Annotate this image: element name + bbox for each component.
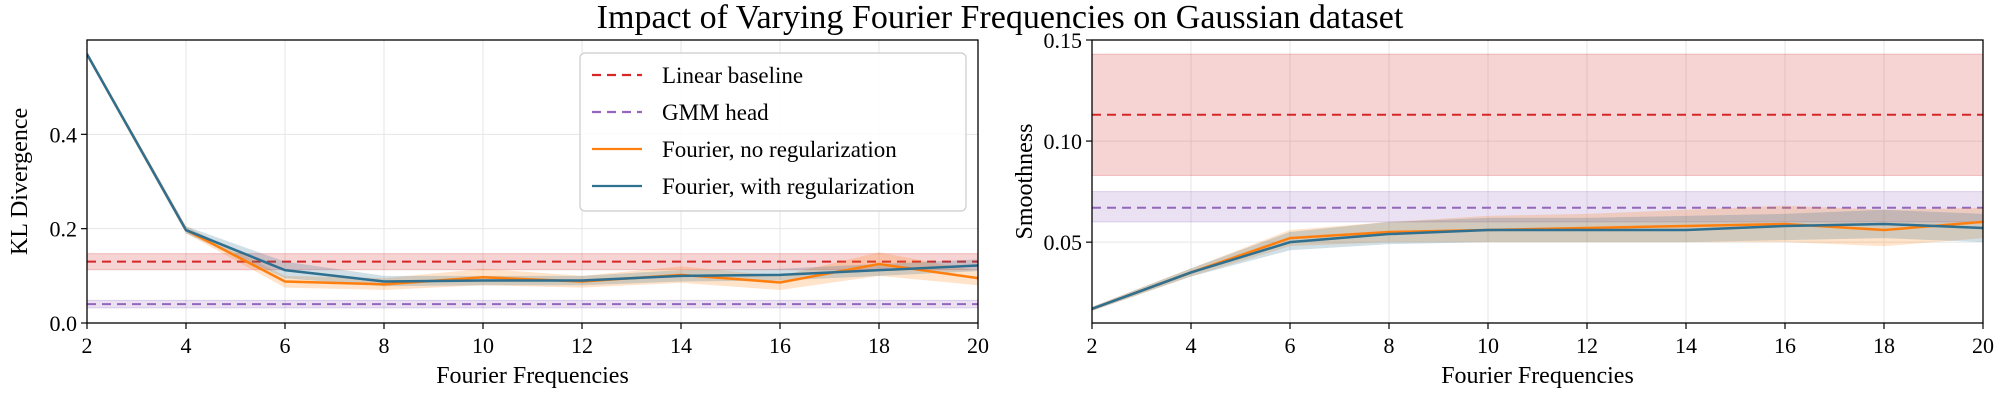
y-axis-label: KL Divergence — [7, 108, 33, 255]
x-tick-label: 6 — [1285, 333, 1296, 358]
y-tick-label: 0.05 — [1044, 230, 1083, 255]
figure-title: Impact of Varying Fourier Frequencies on… — [597, 0, 1404, 36]
fourier-with-regularization-line — [1092, 222, 1983, 311]
x-tick-label: 16 — [769, 333, 791, 358]
plot-area — [1092, 53, 1983, 311]
x-tick-label: 4 — [1186, 333, 1197, 358]
x-tick-label: 18 — [868, 333, 890, 358]
x-tick-label: 20 — [1972, 333, 1994, 358]
y-tick-label: 0.4 — [50, 122, 78, 147]
legend-label: Fourier, with regularization — [662, 174, 915, 199]
x-tick-label: 8 — [1384, 333, 1395, 358]
y-tick-label: 0.15 — [1044, 28, 1083, 53]
fourier-with-regularization-line — [87, 53, 978, 283]
x-tick-label: 8 — [379, 333, 390, 358]
x-tick-label: 10 — [472, 333, 494, 358]
legend-label: Linear baseline — [662, 63, 803, 88]
kl-divergence-panel: 2 4 6 8 10 12 14 16 18 20 0.0 0.2 0.4 Fourier Frequen… — [7, 39, 989, 389]
x-axis-label: Fourier Frequencies — [436, 363, 629, 389]
x-tick-label: 18 — [1873, 333, 1895, 358]
x-tick-label: 20 — [967, 333, 989, 358]
x-tick-label: 2 — [82, 333, 93, 358]
legend: Linear baseline GMM head Fourier, no regul… — [579, 52, 967, 212]
legend-box — [579, 52, 967, 212]
axes-frame — [1091, 39, 1984, 324]
gmm-head-band — [87, 299, 978, 309]
y-axis-label: Smoothness — [1012, 123, 1038, 239]
x-tick-label: 16 — [1774, 333, 1796, 358]
x-tick-label: 4 — [181, 333, 192, 358]
y-tick-label: 0.10 — [1044, 129, 1083, 154]
axes-frame — [86, 39, 979, 324]
x-axis-label: Fourier Frequencies — [1441, 363, 1634, 389]
x-tick-label: 10 — [1477, 333, 1499, 358]
legend-label: GMM head — [662, 100, 769, 125]
linear-baseline-band — [87, 253, 978, 271]
x-tick-label: 12 — [1576, 333, 1598, 358]
fourier-no-regularization-area — [1092, 205, 1983, 311]
x-tick-label: 2 — [1087, 333, 1098, 358]
x-tick-label: 14 — [670, 333, 692, 358]
x-tick-label: 6 — [280, 333, 291, 358]
legend-label: Fourier, no regularization — [662, 137, 897, 162]
x-tick-label: 12 — [571, 333, 593, 358]
plot-area — [87, 51, 978, 309]
x-tick-label: 14 — [1675, 333, 1697, 358]
smoothness-panel: 2 4 6 8 10 12 14 16 18 20 0.05 0.10 0.15 Fourier Freq… — [1012, 28, 1994, 389]
y-tick-label: 0.2 — [50, 217, 78, 242]
y-tick-label: 0.0 — [50, 311, 78, 336]
gmm-head-band — [1092, 191, 1983, 223]
fourier-with-regularization-area — [1092, 209, 1983, 311]
